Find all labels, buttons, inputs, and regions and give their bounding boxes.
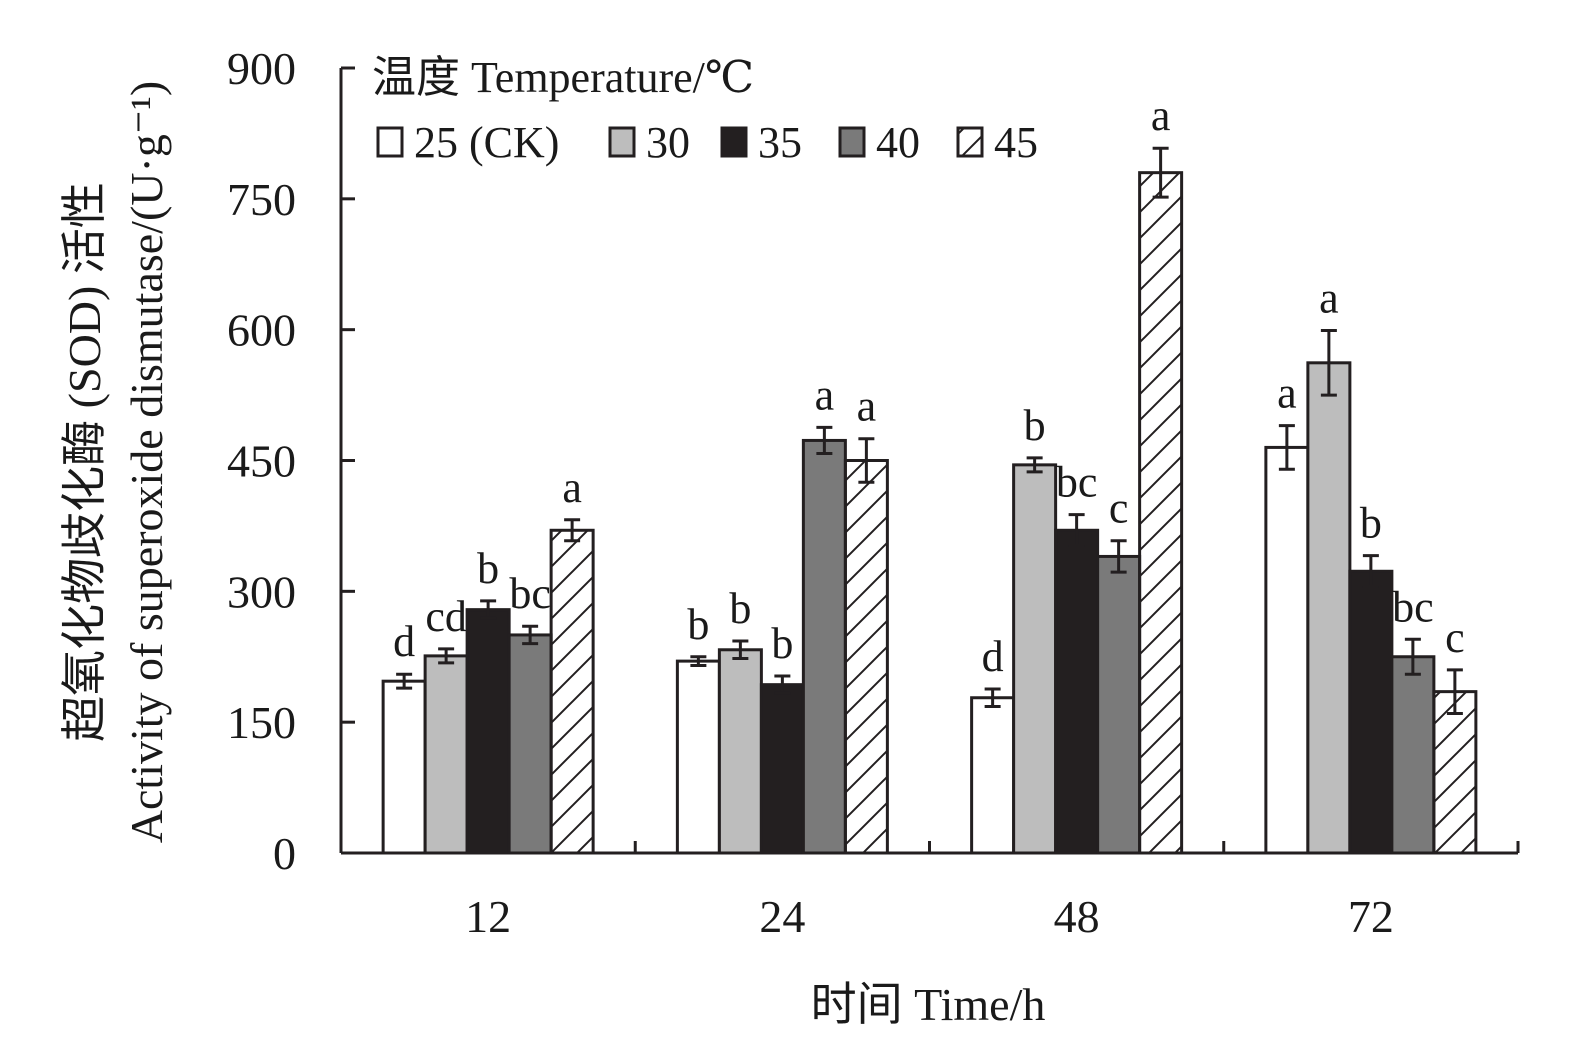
bar	[717, 648, 763, 855]
significance-letter: a	[1319, 274, 1339, 323]
significance-letter: d	[393, 617, 415, 666]
significance-letter: a	[562, 463, 582, 512]
legend-label: 30	[646, 118, 690, 167]
significance-letter: a	[1151, 91, 1171, 140]
bar	[1264, 445, 1310, 855]
bar	[465, 608, 511, 855]
significance-letter: c	[1109, 484, 1129, 533]
y-tick-label: 450	[227, 436, 296, 487]
legend-label: 40	[876, 118, 920, 167]
significance-letter: c	[1445, 613, 1465, 662]
legend-swatch	[376, 126, 404, 158]
bar	[1138, 171, 1184, 855]
significance-letter: b	[729, 584, 751, 633]
y-tick-label: 300	[227, 566, 296, 617]
x-tick-label: 24	[759, 891, 805, 942]
significance-letter: a	[857, 382, 877, 431]
x-tick-label: 48	[1054, 891, 1100, 942]
significance-letter: d	[982, 632, 1004, 681]
legend-swatch	[838, 126, 866, 158]
legend-swatch	[956, 126, 984, 158]
significance-letter: a	[1277, 369, 1297, 418]
bar	[423, 654, 469, 855]
legend-swatch	[608, 126, 636, 158]
bar	[549, 528, 595, 855]
legend-label: 35	[758, 118, 802, 167]
significance-letter: b	[687, 600, 709, 649]
significance-letter: b	[477, 544, 499, 593]
legend-label: 45	[994, 118, 1038, 167]
x-tick-label: 72	[1348, 891, 1394, 942]
bar	[1306, 361, 1352, 855]
x-tick-label: 12	[465, 891, 511, 942]
bar	[381, 679, 427, 855]
bar	[1012, 463, 1058, 855]
y-axis-title-cn: 超氧化物歧化酶 (SOD) 活性	[59, 182, 110, 742]
bar	[1054, 528, 1100, 855]
y-tick-label: 900	[227, 43, 296, 94]
y-axis-title-en: Activity of superoxide dismutase/(U·g⁻¹)	[121, 81, 172, 843]
legend-swatch	[720, 126, 748, 158]
y-tick-label: 0	[273, 828, 296, 879]
bar	[843, 459, 889, 855]
bar	[970, 696, 1016, 855]
y-tick-label: 750	[227, 174, 296, 225]
bar	[1432, 690, 1478, 855]
significance-letter: b	[1024, 401, 1046, 450]
significance-letter: a	[815, 370, 835, 419]
significance-letter: bc	[509, 569, 551, 618]
y-tick-label: 600	[227, 305, 296, 356]
y-tick-label: 150	[227, 697, 296, 748]
significance-letter: b	[771, 619, 793, 668]
bar	[675, 659, 721, 855]
significance-letter: cd	[425, 592, 467, 641]
legend: 温度 Temperature/℃ 25 (CK) 30 35 40 45	[372, 53, 1038, 167]
bar	[1390, 655, 1436, 855]
legend-label: 25 (CK)	[414, 118, 559, 167]
x-axis-title: 时间 Time/h	[811, 979, 1046, 1030]
significance-letter: b	[1360, 499, 1382, 548]
bar	[507, 633, 553, 855]
bar	[1348, 569, 1394, 855]
y-axis-title: 超氧化物歧化酶 (SOD) 活性 Activity of superoxide …	[59, 81, 172, 843]
bar	[801, 438, 847, 855]
significance-letter: bc	[1392, 582, 1434, 631]
legend-title: 温度 Temperature/℃	[372, 53, 754, 102]
bar	[759, 683, 805, 855]
significance-letter: bc	[1056, 458, 1098, 507]
bar	[1096, 554, 1142, 855]
